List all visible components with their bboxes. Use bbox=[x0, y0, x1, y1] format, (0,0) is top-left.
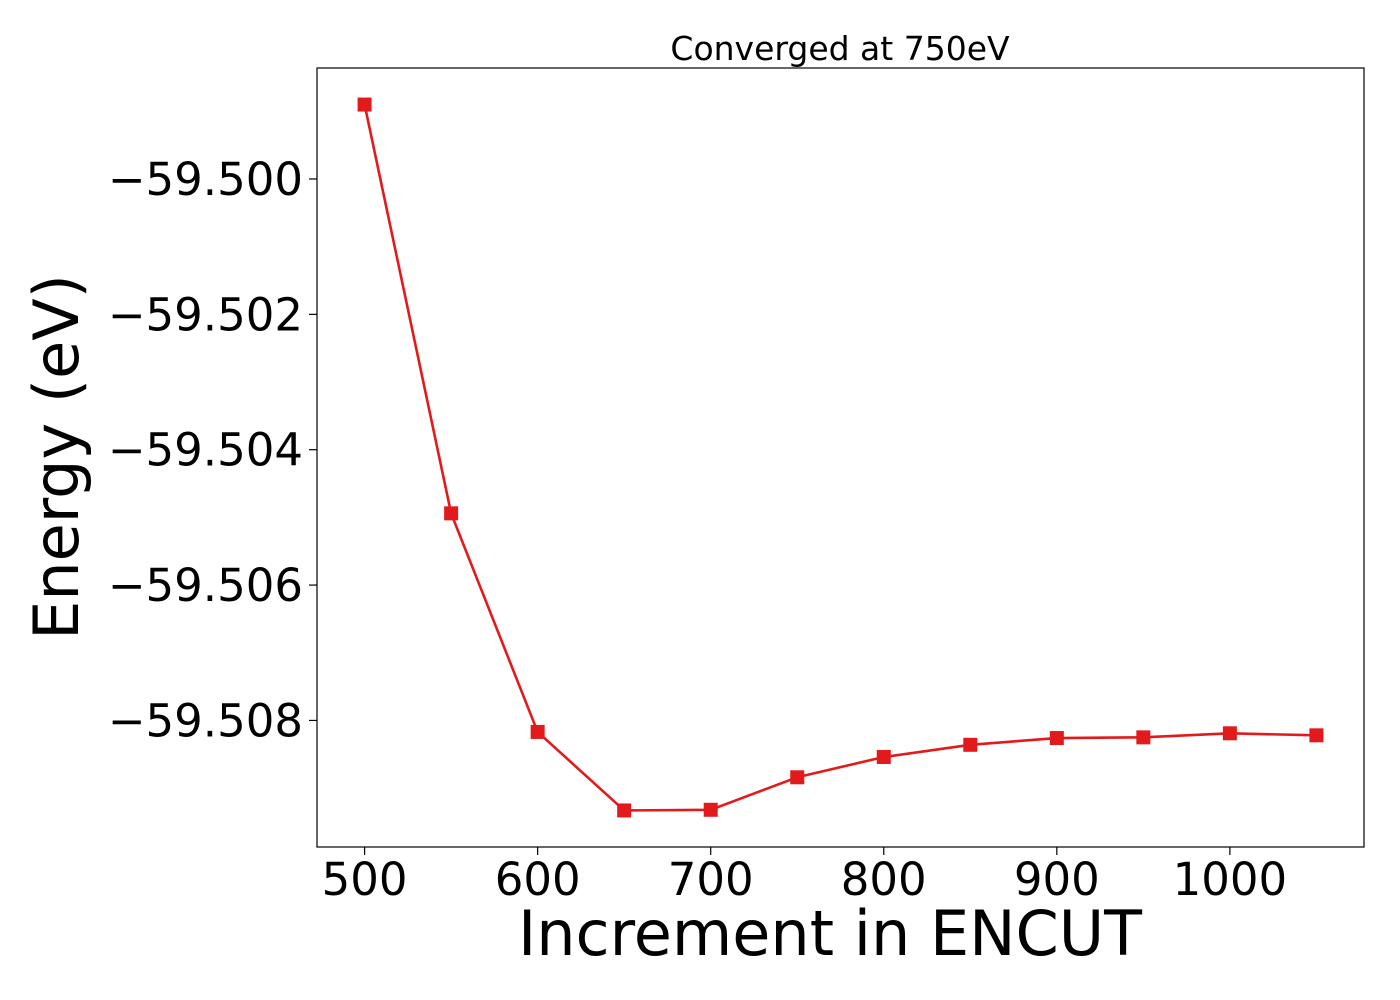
data-point-marker bbox=[444, 506, 459, 521]
y-tick-label: −59.500 bbox=[108, 153, 303, 206]
x-tick-label: 800 bbox=[841, 853, 927, 906]
y-axis-ticks: −59.500 −59.502 −59.504 −59.506 −59.508 bbox=[108, 153, 317, 747]
data-point-marker bbox=[876, 749, 891, 764]
x-tick-label: 1000 bbox=[1173, 853, 1288, 906]
x-tick-label: 600 bbox=[495, 853, 581, 906]
data-point-marker bbox=[790, 770, 805, 785]
y-tick-label: −59.506 bbox=[108, 559, 303, 612]
x-tick-label: 700 bbox=[668, 853, 754, 906]
data-series-layer bbox=[357, 97, 1324, 818]
data-point-marker bbox=[963, 737, 978, 752]
x-axis-ticks: 500 600 700 800 900 1000 bbox=[322, 847, 1288, 906]
plot-area-frame bbox=[316, 67, 1365, 848]
data-point-marker bbox=[357, 97, 372, 112]
data-point-marker bbox=[1222, 726, 1237, 741]
data-point-marker bbox=[1136, 730, 1151, 745]
data-point-marker bbox=[617, 803, 632, 818]
data-point-marker bbox=[703, 802, 718, 817]
x-axis-label: Increment in ENCUT bbox=[518, 897, 1143, 970]
series-line bbox=[363, 104, 1317, 812]
y-tick-label: −59.504 bbox=[108, 424, 303, 477]
y-axis-label: Energy (eV) bbox=[20, 274, 93, 640]
chart-title: Converged at 750eV bbox=[670, 29, 1010, 68]
x-tick-label: 500 bbox=[322, 853, 408, 906]
y-tick-label: −59.508 bbox=[108, 694, 303, 747]
data-point-marker bbox=[1309, 728, 1324, 743]
data-point-marker bbox=[530, 724, 545, 739]
data-point-marker bbox=[1049, 731, 1064, 746]
x-tick-label: 900 bbox=[1014, 853, 1100, 906]
y-tick-label: −59.502 bbox=[108, 288, 303, 341]
